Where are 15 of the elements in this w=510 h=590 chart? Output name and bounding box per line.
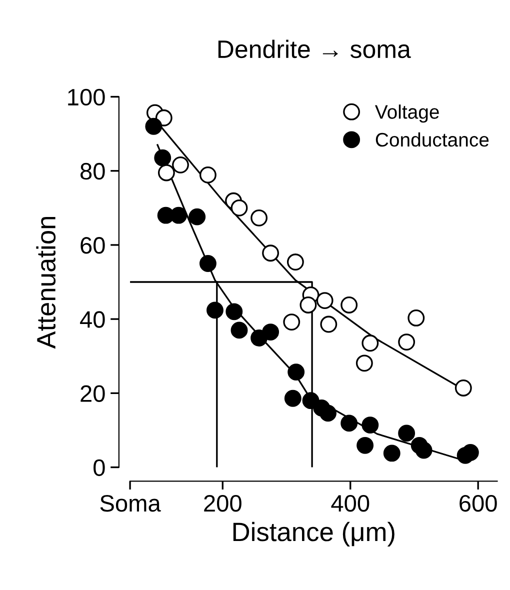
chart-title: Dendrite → soma [218, 40, 411, 58]
x-tick-label: 200 [204, 494, 242, 512]
x-axis-title: Distance (μm) [233, 522, 394, 547]
y-tick-label: 60 [80, 237, 105, 254]
x-tick-label: 400 [331, 494, 370, 512]
y-axis-title: Attenuation [36, 216, 56, 349]
legend-label: Voltage [374, 104, 439, 123]
y-tick-label: 0 [94, 459, 105, 476]
x-tick-label: 600 [460, 494, 497, 512]
y-tick-label: 80 [80, 162, 105, 180]
y-tick-label: 20 [80, 385, 105, 402]
x-tick-label: Soma [100, 494, 161, 512]
legend-label: Conductance [376, 132, 489, 147]
y-tick-label: 40 [80, 311, 105, 328]
y-tick-label: 100 [68, 88, 105, 106]
